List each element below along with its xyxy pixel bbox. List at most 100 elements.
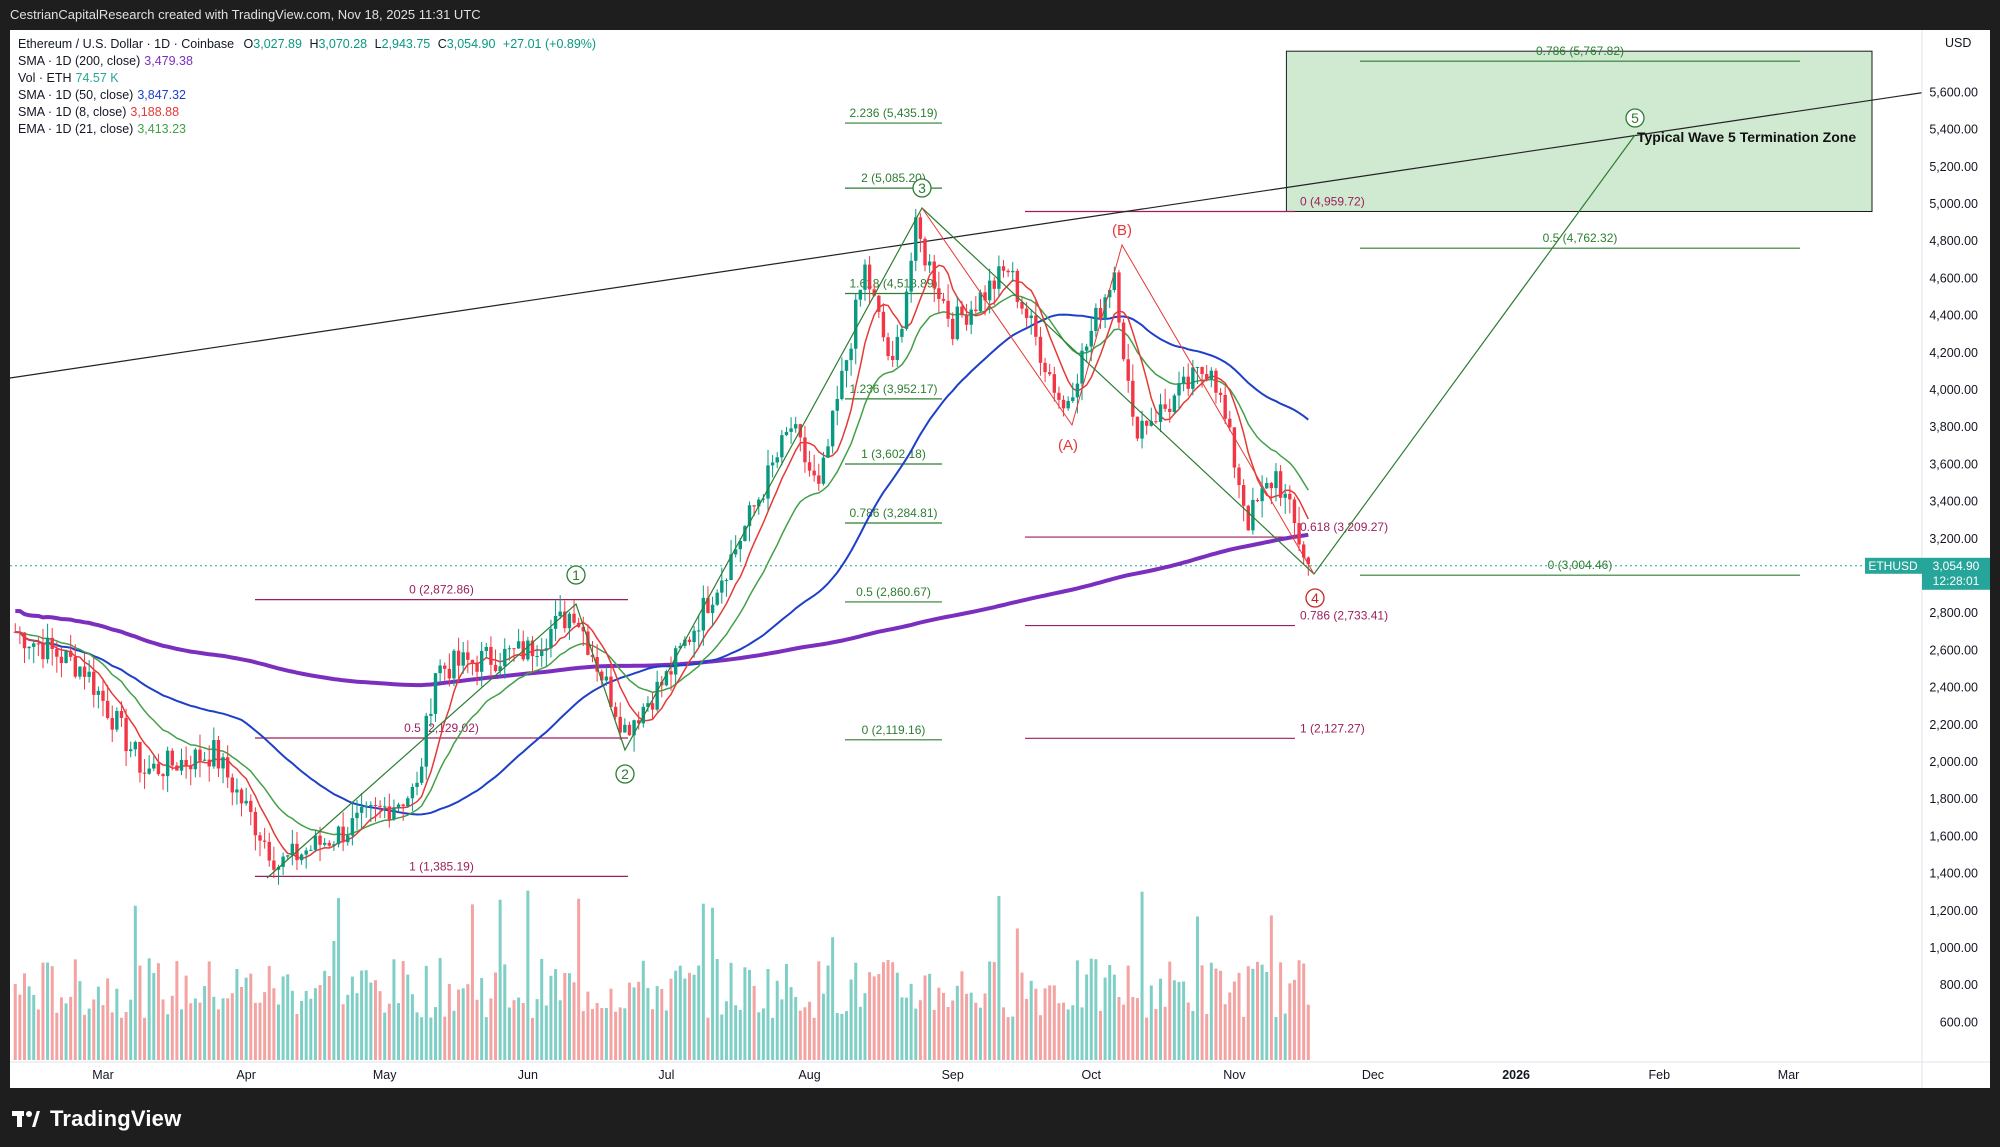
candle-body [812, 470, 816, 476]
legend-ema21[interactable]: EMA · 1D (21, close) 3,413.23 [18, 121, 596, 138]
candle-body [1038, 336, 1043, 363]
fib-label: 0.5 (2,129.02) [404, 721, 479, 735]
volume-bar [143, 1017, 147, 1060]
candle-body [900, 328, 904, 337]
candle-body [821, 457, 826, 484]
volume-bar [13, 983, 17, 1060]
volume-bar [1159, 978, 1163, 1060]
tradingview-logo[interactable]: TradingView [12, 1106, 181, 1132]
candle-body [244, 800, 248, 804]
candle-body [1255, 499, 1260, 502]
volume-bar [470, 904, 474, 1060]
fib-label: 0 (2,872.86) [409, 583, 474, 597]
volume-bar [1237, 972, 1241, 1060]
volume-bar [1043, 988, 1047, 1060]
candle-body [794, 424, 798, 429]
candle-body [987, 280, 992, 301]
legend-volume[interactable]: Vol · ETH 74.57 K [18, 70, 596, 87]
time-tick: Nov [1223, 1068, 1246, 1082]
legend-sma8[interactable]: SMA · 1D (8, close) 3,188.88 [18, 104, 596, 121]
candle-body [1191, 367, 1195, 389]
symbol-tag-bg [1865, 557, 1922, 574]
price-axis: USD 600.00 800.00 1,000.00 1,200.00 1,400.00 1… [1865, 30, 1990, 1088]
volume-bar [697, 965, 701, 1060]
candle-body [198, 749, 202, 761]
volume-bar [73, 959, 77, 1060]
candle-body [1080, 350, 1084, 384]
volume-bar [415, 1012, 419, 1060]
price-chart[interactable]: Typical Wave 5 Termination Zone 0 (2,872… [10, 30, 1990, 1088]
candle-body [221, 757, 225, 769]
candle-body [443, 665, 447, 669]
volume-bar [46, 962, 50, 1060]
candle-body [406, 798, 410, 807]
candle-body [461, 652, 465, 666]
candle-body [512, 648, 516, 650]
candle-body [290, 843, 295, 856]
volume-bar [1163, 1006, 1167, 1060]
bar-countdown: 12:28:01 [1933, 574, 1980, 588]
volume-bar [651, 1009, 655, 1060]
candle-body [1001, 266, 1006, 271]
volume-bar [1089, 958, 1093, 1060]
candle-body [387, 806, 392, 820]
ohlc-high: 3,070.28 [318, 37, 368, 51]
legend-sma200[interactable]: SMA · 1D (200, close) 3,479.38 [18, 53, 596, 70]
candle-body [1066, 400, 1070, 409]
candle-body [45, 637, 50, 660]
candle-body [299, 854, 304, 861]
candle-body [720, 580, 724, 593]
candle-body [216, 740, 221, 769]
volume-bar [166, 1014, 170, 1060]
chart-panel[interactable]: Typical Wave 5 Termination Zone 0 (2,872… [10, 30, 1990, 1088]
candle-body [752, 505, 756, 507]
volume-bar [1242, 1016, 1246, 1060]
volume-bar [1145, 1017, 1149, 1060]
volume-bar [914, 1008, 918, 1060]
candle-body [604, 676, 609, 681]
legend-sma50[interactable]: SMA · 1D (50, close) 3,847.32 [18, 87, 596, 104]
candle-body [729, 554, 733, 581]
attribution-bar: CestrianCapitalResearch created with Tra… [0, 0, 2000, 30]
candle-body [918, 217, 923, 239]
candle-body [193, 749, 198, 770]
candle-body [969, 309, 973, 325]
wave-label: 1 [572, 567, 580, 583]
volume-bar [798, 1010, 802, 1060]
indicator-label: EMA · 1D (21, close) [18, 122, 134, 136]
volume-bar [1256, 961, 1259, 1060]
volume-bar [281, 976, 285, 1060]
candle-body [1071, 397, 1075, 401]
indicator-value: 3,847.32 [137, 88, 186, 102]
candle-body [507, 648, 512, 650]
volume-bar [1126, 965, 1130, 1060]
footer-bar: TradingView [0, 1088, 2000, 1147]
candle-body [378, 805, 382, 807]
volume-bar [1186, 1002, 1190, 1060]
volume-bar [554, 969, 558, 1060]
wave-label: 4 [1311, 590, 1319, 606]
candle-body [895, 336, 899, 361]
candle-body [1223, 394, 1227, 419]
time-tick: Jul [658, 1068, 674, 1082]
volume-bar [858, 1006, 862, 1060]
volume-bar [886, 959, 890, 1060]
price-tick: 5,200.00 [1929, 160, 1978, 174]
candle-body [1209, 370, 1214, 380]
price-tick: 4,600.00 [1929, 271, 1978, 285]
volume-bar [715, 958, 719, 1060]
volume-bar [433, 1007, 437, 1060]
volume-bar [1002, 1007, 1006, 1060]
volume-bar [290, 990, 294, 1060]
candle-body [110, 717, 114, 730]
volume-bar [387, 1003, 391, 1060]
candle-body [55, 648, 59, 657]
volume-bar [189, 1003, 193, 1060]
volume-bar [216, 1009, 220, 1060]
candle-body [96, 690, 101, 695]
volume-bar [1209, 962, 1213, 1060]
price-tick: 3,400.00 [1929, 495, 1978, 509]
volume-bar [1302, 963, 1306, 1060]
volume-bar [558, 1000, 562, 1060]
candle-body [456, 650, 461, 666]
